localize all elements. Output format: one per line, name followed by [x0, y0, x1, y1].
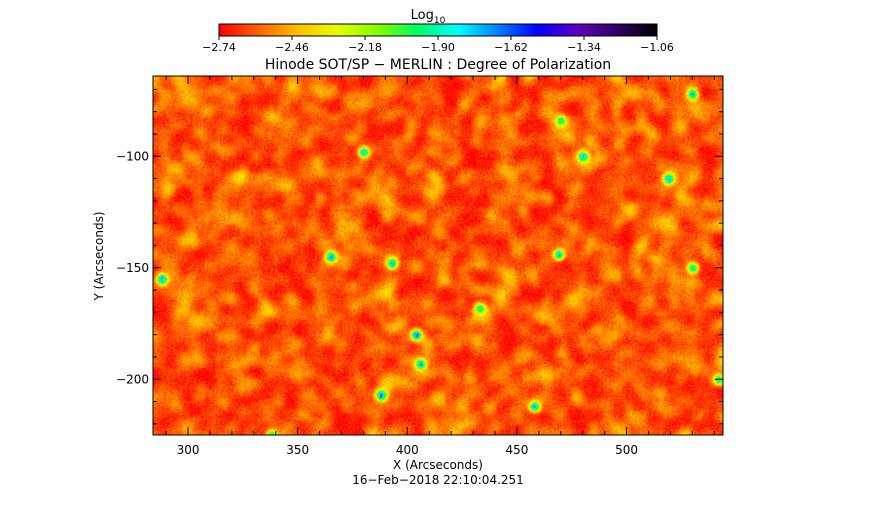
- y-tick-label: −150: [116, 261, 149, 275]
- colorbar-ticks: −2.74 −2.46 −2.18 −1.90 −1.62 −1.34 −1.06: [202, 36, 674, 54]
- timestamp: 16−Feb−2018 22:10:04.251: [352, 473, 524, 487]
- colorbar-tick-label: −1.62: [494, 41, 528, 54]
- colorbar-tick-label: −1.90: [421, 41, 455, 54]
- colorbar-tick-label: −2.18: [348, 41, 382, 54]
- colorbar-tick-label: −1.34: [567, 41, 601, 54]
- chart-title: Hinode SOT/SP − MERLIN : Degree of Polar…: [265, 57, 611, 73]
- colorbar-title: Log10: [411, 8, 446, 26]
- colorbar: [218, 23, 658, 37]
- colorbar-tick-label: −1.06: [640, 41, 674, 54]
- y-axis-label: Y (Arcseconds): [92, 211, 106, 301]
- x-tick-label: 500: [615, 443, 638, 457]
- y-axis: −100 −150 −200: [116, 88, 723, 425]
- plot-frame: [152, 75, 724, 436]
- x-tick-label: 350: [286, 443, 309, 457]
- x-tick-label: 450: [505, 443, 528, 457]
- colorbar-tick-label: −2.74: [202, 41, 236, 54]
- colorbar-tick-label: −2.46: [275, 41, 309, 54]
- y-tick-label: −200: [116, 372, 149, 386]
- y-tick-label: −100: [116, 149, 149, 163]
- x-tick-label: 300: [177, 443, 200, 457]
- x-axis-label: X (Arcseconds): [393, 458, 483, 472]
- heatmap-image: [153, 76, 723, 435]
- x-tick-label: 400: [396, 443, 419, 457]
- x-axis: 300 350 400 450 500: [165, 76, 715, 457]
